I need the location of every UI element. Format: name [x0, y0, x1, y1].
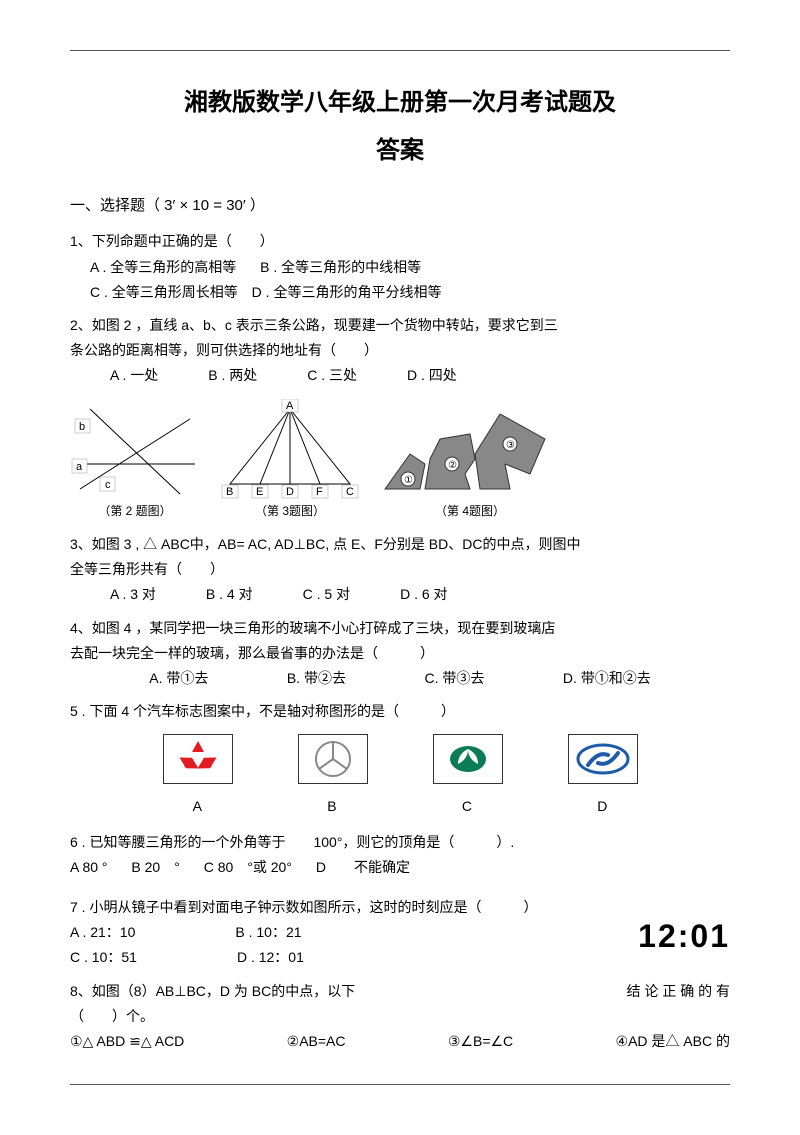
q6-optB: B 20 °: [131, 859, 179, 875]
question-7: 7 . 小明从镜子中看到对面电子钟示数如图所示，这时的时刻应是（ ） 12:01…: [70, 895, 730, 971]
q1-optD: D . 全等三角形的角平分线相等: [252, 284, 442, 300]
svg-text:E: E: [256, 486, 263, 498]
q3-optD: D . 6 对: [400, 582, 447, 607]
figure-2-svg: b a c: [70, 399, 200, 499]
q4-text1: 4、如图 4 ，某同学把一块三角形的玻璃不小心打碎成了三块，现在要到玻璃店: [70, 616, 730, 641]
q7-optD: D . 12：01: [237, 945, 304, 970]
q1-optC: C . 全等三角形周长相等: [90, 284, 238, 300]
q7-optA: A . 21：10: [70, 920, 135, 945]
q4-optB: B. 带②去: [287, 666, 346, 691]
q6-text: 6 . 已知等腰三角形的一个外角等于 100°，则它的顶角是（ ）.: [70, 830, 730, 855]
q5-text: 5 . 下面 4 个汽车标志图案中，不是轴对称图形的是（ ）: [70, 699, 730, 724]
figure-3-svg: A B E D F C: [210, 399, 370, 499]
q5-labelA: A: [193, 794, 202, 819]
q8-opt1: ①△ ABD ≌△ ACD: [70, 1029, 184, 1054]
q7-text: 7 . 小明从镜子中看到对面电子钟示数如图所示，这时的时刻应是（ ）: [70, 895, 730, 920]
q2-optA: A . 一处: [110, 363, 158, 388]
page-top-rule: [70, 50, 730, 51]
logo-mercedes: [298, 734, 368, 784]
figures-row: b a c （第 2 题图） A B E D F C （第 3题图）: [70, 399, 730, 523]
q2-text1: 2、如图 2 ，直线 a、b、c 表示三条公路，现要建一个货物中转站，要求它到三: [70, 313, 730, 338]
q6-optC: C 80 °或 20°: [204, 859, 292, 875]
q1-text: 1、下列命题中正确的是（ ）: [70, 229, 730, 254]
svg-text:c: c: [105, 479, 111, 491]
q8-opt2: ②AB=AC: [287, 1029, 346, 1054]
svg-text:a: a: [76, 461, 83, 473]
title-line2: 答案: [70, 129, 730, 172]
fig4-caption: （第 4题图）: [435, 501, 505, 523]
title-line1: 湘教版数学八年级上册第一次月考试题及: [70, 81, 730, 124]
question-3: 3、如图 3 , △ ABC中，AB= AC, AD⊥BC, 点 E、F分别是 …: [70, 532, 730, 608]
q8-text1a: 8、如图（8）AB⊥BC，D 为 BC的中点，以下: [70, 979, 355, 1004]
figure-3: A B E D F C （第 3题图）: [210, 399, 370, 523]
svg-text:②: ②: [448, 460, 457, 471]
q3-optA: A . 3 对: [110, 582, 156, 607]
q8-opt4: ④AD 是△ ABC 的: [616, 1029, 730, 1054]
q5-labelB: B: [327, 794, 336, 819]
q1-optA: A . 全等三角形的高相等: [90, 259, 236, 275]
question-2: 2、如图 2 ，直线 a、b、c 表示三条公路，现要建一个货物中转站，要求它到三…: [70, 313, 730, 389]
clock-display: 12:01: [638, 920, 730, 952]
svg-text:①: ①: [404, 475, 413, 486]
q5-labelC: C: [462, 794, 472, 819]
svg-text:F: F: [316, 486, 323, 498]
q3-optB: B . 4 对: [206, 582, 253, 607]
svg-text:B: B: [226, 486, 233, 498]
logo-circle-green: [433, 734, 503, 784]
question-8: 8、如图（8）AB⊥BC，D 为 BC的中点，以下 结 论 正 确 的 有 （ …: [70, 979, 730, 1055]
question-5: 5 . 下面 4 个汽车标志图案中，不是轴对称图形的是（ ）: [70, 699, 730, 819]
logo-mitsubishi: [163, 734, 233, 784]
q2-optD: D . 四处: [407, 363, 457, 388]
q6-optD: D 不能确定: [316, 859, 410, 875]
figure-2: b a c （第 2 题图）: [70, 399, 200, 523]
logo-hyundai: [568, 734, 638, 784]
q5-labelD: D: [597, 794, 607, 819]
q3-optC: C . 5 对: [303, 582, 350, 607]
fig3-caption: （第 3题图）: [255, 501, 325, 523]
q4-optC: C. 带③去: [424, 666, 484, 691]
q8-text2: （ ）个。: [70, 1004, 730, 1029]
svg-text:C: C: [346, 486, 354, 498]
question-1: 1、下列命题中正确的是（ ） A . 全等三角形的高相等 B . 全等三角形的中…: [70, 229, 730, 305]
q2-optB: B . 两处: [208, 363, 257, 388]
q7-optB: B . 10：21: [235, 920, 301, 945]
q8-opt3: ③∠B=∠C: [448, 1029, 513, 1054]
svg-text:③: ③: [506, 440, 515, 451]
figure-4: ① ② ③ （第 4题图）: [380, 399, 560, 523]
question-6: 6 . 已知等腰三角形的一个外角等于 100°，则它的顶角是（ ）. A 80 …: [70, 830, 730, 880]
q3-text2: 全等三角形共有（ ）: [70, 557, 730, 582]
q8-text1b: 结 论 正 确 的 有: [627, 979, 730, 1004]
q4-optD: D. 带①和②去: [563, 666, 651, 691]
page-bottom-rule: [70, 1084, 730, 1085]
q2-optC: C . 三处: [307, 363, 357, 388]
q6-optA: A 80 °: [70, 859, 108, 875]
section-1-header: 一、选择题（ 3′ × 10 = 30′ ）: [70, 192, 730, 219]
q2-text2: 条公路的距离相等，则可供选择的地址有（ ）: [70, 338, 730, 363]
q7-optC: C . 10：51: [70, 945, 137, 970]
figure-4-svg: ① ② ③: [380, 399, 560, 499]
q3-text1: 3、如图 3 , △ ABC中，AB= AC, AD⊥BC, 点 E、F分别是 …: [70, 532, 730, 557]
q4-optA: A. 带①去: [149, 666, 208, 691]
svg-text:b: b: [79, 421, 85, 433]
fig2-caption: （第 2 题图）: [98, 501, 171, 523]
question-4: 4、如图 4 ，某同学把一块三角形的玻璃不小心打碎成了三块，现在要到玻璃店 去配…: [70, 616, 730, 692]
q1-optB: B . 全等三角形的中线相等: [260, 259, 421, 275]
svg-text:D: D: [286, 486, 294, 498]
svg-text:A: A: [286, 400, 294, 412]
q4-text2: 去配一块完全一样的玻璃，那么最省事的办法是（ ）: [70, 641, 730, 666]
